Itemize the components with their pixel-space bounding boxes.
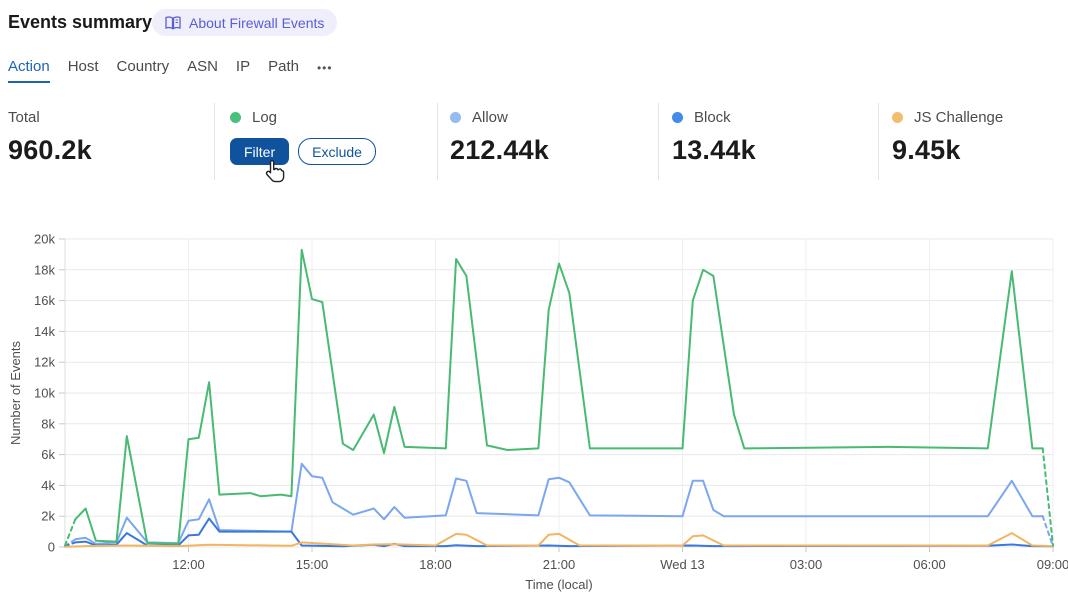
stat-divider [214,103,215,180]
stat-allow[interactable]: Allow 212.44k [450,108,549,166]
tab-ip[interactable]: IP [235,58,251,75]
y-tick-label: 6k [41,447,55,462]
x-tick-label: 03:00 [790,557,823,572]
y-tick-label: 8k [41,416,55,431]
stat-block-value: 13.44k [672,135,756,165]
stat-allow-value: 212.44k [450,135,549,165]
y-tick-label: 4k [41,478,55,493]
series-line-start-block [64,541,77,548]
y-tick-label: 2k [41,509,55,524]
tab-asn[interactable]: ASN [187,58,218,75]
allow-series-dot [450,111,461,123]
y-tick-label: 20k [34,232,55,247]
y-tick-label: 10k [34,386,55,401]
stat-total: Total 960.2k [8,108,92,166]
stat-block-label: Block [694,108,731,126]
exclude-button[interactable]: Exclude [298,138,376,165]
stat-divider [878,103,879,180]
series-line-end-log [1041,447,1054,547]
stat-js-challenge[interactable]: JS Challenge 9.45k [892,108,1003,166]
y-tick-label: 16k [34,293,55,308]
dimension-tabs: Action Host Country ASN IP Path ••• [8,58,333,83]
filter-button[interactable]: Filter [230,138,290,165]
x-tick-label: 06:00 [913,557,946,572]
about-firewall-events-link[interactable]: About Firewall Events [152,9,338,36]
stat-js-challenge-label: JS Challenge [914,108,1004,126]
series-line-log [74,248,1044,545]
tab-host[interactable]: Host [67,58,99,75]
js-challenge-series-dot [892,111,903,123]
y-tick-label: 0 [48,540,55,555]
about-firewall-events-label: About Firewall Events [189,14,325,31]
log-series-dot [230,111,241,123]
stat-divider [437,103,438,180]
series-line-start-log [64,518,77,547]
stat-allow-label: Allow [472,108,508,126]
y-tick-label: 12k [34,355,55,370]
block-series-dot [672,111,683,123]
stat-total-label: Total [8,108,40,126]
tab-path[interactable]: Path [268,58,299,75]
stat-total-value: 960.2k [8,135,92,165]
x-tick-label: 09:00 [1037,557,1068,572]
x-axis-label: Time (local) [525,577,592,592]
y-tick-label: 18k [34,262,55,277]
stat-block[interactable]: Block 13.44k [672,108,756,166]
chart-canvas[interactable]: 0 2k 4k 6k 8k 10k 12k 14k 16k 18k 20k 12:00 15:00 18:… [0,225,1068,598]
x-tick-label: 15:00 [296,557,329,572]
x-tick-label: Wed 13 [660,557,705,572]
page-title: Events summary [8,12,153,32]
x-tick-label: 21:00 [543,557,576,572]
series-line-allow [74,462,1044,545]
series-line-js-challenge [64,532,1054,548]
stat-divider [658,103,659,180]
events-chart[interactable]: 0 2k 4k 6k 8k 10k 12k 14k 16k 18k 20k 12:00 15:00 18:… [0,225,1068,598]
stat-log-label: Log [252,108,278,126]
tab-action[interactable]: Action [8,58,50,83]
book-icon [165,15,181,30]
y-axis-label: Number of Events [8,340,23,445]
stat-js-challenge-value: 9.45k [892,135,961,165]
tabs-overflow-button[interactable]: ••• [316,60,333,75]
series-line-block [74,517,1054,548]
series-line-end-allow [1041,515,1054,548]
tab-country[interactable]: Country [116,58,170,75]
stat-log[interactable]: Log Filter Exclude [230,108,376,165]
x-tick-label: 18:00 [419,557,452,572]
x-tick-label: 12:00 [172,557,205,572]
y-tick-label: 14k [34,324,55,339]
